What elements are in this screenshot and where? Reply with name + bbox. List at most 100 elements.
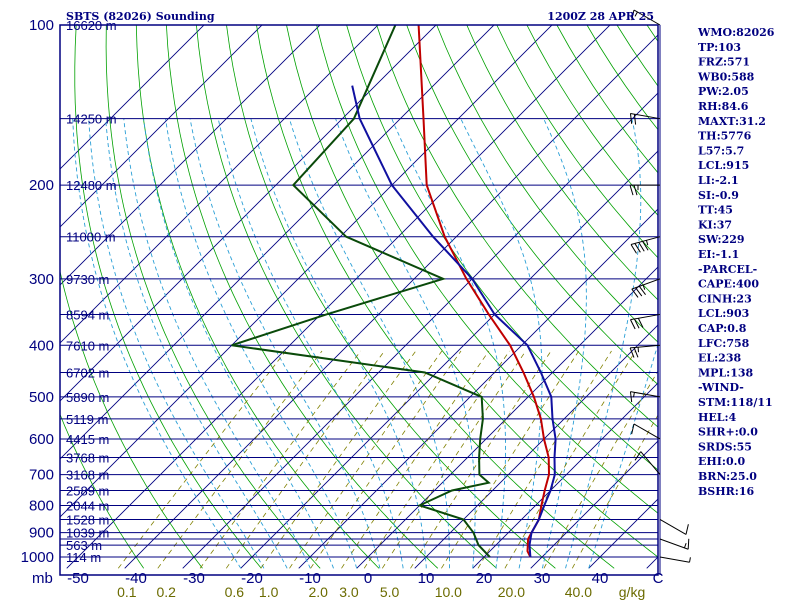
wind-barb-half-feather (633, 392, 635, 398)
index-line: L57:5.7 (698, 144, 744, 157)
wind-barb-feather (630, 244, 637, 254)
dry-adiabat-line (436, 25, 658, 343)
temperature-tick-label: -20 (241, 570, 263, 587)
wind-barb (659, 519, 689, 535)
index-line: SW:229 (698, 233, 745, 246)
mixing-ratio-line (381, 350, 527, 569)
index-line: RH:84.6 (698, 100, 749, 113)
mixing-ratio-tick-label: 0.2 (156, 584, 176, 600)
index-line: LFC:758 (698, 337, 750, 350)
moist-adiabat-line (250, 118, 427, 569)
dry-adiabat-line (496, 25, 658, 259)
dry-adiabat-line (406, 25, 658, 386)
isotherm-line (66, 25, 611, 569)
isotherm-line (298, 208, 658, 569)
mixing-ratio-line (441, 350, 580, 569)
pressure-unit-label: mb (32, 570, 53, 587)
wind-barb (630, 236, 661, 254)
temperature-tick-label: 30 (534, 570, 551, 587)
dry-adiabat-line (256, 25, 615, 569)
isotherm-line (60, 25, 321, 286)
pressure-tick-label: 600 (29, 431, 54, 448)
height-label: 12480 m (66, 178, 117, 193)
pressure-tick-label: 300 (29, 271, 54, 288)
dry-adiabat-line (556, 25, 658, 174)
mixing-ratio-line (117, 350, 287, 569)
index-line: EHI:0.0 (698, 455, 745, 468)
index-line: -WIND- (698, 381, 744, 394)
dry-adiabat-line (166, 25, 439, 569)
wind-barb-column (629, 9, 691, 575)
wind-barb-shaft (659, 556, 690, 563)
height-label: 1528 m (66, 512, 109, 527)
mixing-ratio-line (157, 350, 323, 569)
isotherm-line (530, 440, 658, 569)
height-label: 9730 m (66, 272, 109, 287)
wind-barb-feather (631, 423, 635, 435)
pressure-tick-label: 400 (29, 337, 54, 354)
wind-barb-shaft (630, 112, 661, 120)
pressure-tick-label: 800 (29, 497, 54, 514)
temperature-tick-label: -40 (125, 570, 147, 587)
isotherm-line (60, 25, 205, 170)
wind-barb-feather (631, 9, 635, 21)
moist-adiabat-line (189, 118, 381, 569)
wind-barb-half-feather (642, 284, 646, 290)
wind-barb-half-feather (683, 543, 687, 549)
moist-adiabat-line (217, 118, 404, 569)
mixing-ratio-tick-label: 1.0 (259, 584, 279, 600)
index-line: EI:-1.1 (698, 248, 739, 261)
wind-barb (630, 313, 661, 330)
wind-barb-half-feather (689, 557, 691, 563)
temperature-unit-label: C (653, 570, 664, 587)
wind-barb-feather (633, 185, 638, 196)
plot-frame (59, 24, 659, 576)
index-line: BRN:25.0 (698, 470, 757, 483)
dry-adiabat-line (60, 269, 203, 569)
height-label: 7610 m (66, 338, 109, 353)
mixing-ratio-line (341, 350, 490, 569)
dry-adiabat-lines (60, 25, 658, 569)
wind-barb-feather (633, 318, 640, 329)
index-line: LCL:915 (698, 159, 749, 172)
wind-barb-feather (635, 287, 643, 297)
wind-barb-feather (638, 242, 645, 252)
wind-barb-feather (629, 391, 633, 403)
mixing-ratio-tick-label: 3.0 (339, 584, 359, 600)
moist-adiabat-line (165, 118, 358, 569)
height-label: 11000 m (66, 230, 116, 245)
index-line: TH:5776 (698, 130, 752, 143)
wind-barb-feather (634, 451, 642, 461)
temperature-trace (417, 25, 551, 558)
dry-adiabat-line (376, 25, 658, 428)
temperature-tick-label: 20 (476, 570, 493, 587)
wind-barb (631, 423, 661, 440)
mixing-ratio-line (310, 350, 462, 569)
height-label: 16620 m (66, 18, 117, 33)
wind-barb-half-feather (634, 11, 638, 17)
moist-adiabat-line (105, 118, 288, 569)
dry-adiabat-line (105, 25, 321, 569)
index-line: CAPE:400 (698, 278, 759, 291)
index-line: KI:37 (698, 218, 732, 231)
wind-barb-feather (687, 538, 690, 550)
isotherm-line (60, 25, 263, 228)
index-line: HEL:4 (698, 411, 737, 424)
pressure-tick-label: 200 (29, 177, 54, 194)
index-line: SRDS:55 (698, 440, 752, 453)
wind-barb (631, 9, 661, 26)
height-label: 8594 m (66, 307, 109, 322)
wind-barb-shaft (631, 278, 661, 290)
index-line: WMO:82026 (697, 26, 775, 39)
wind-barb-feather (631, 288, 639, 298)
dry-adiabat-line (226, 25, 556, 569)
moist-adiabat-lines (72, 118, 658, 569)
mixing-ratio-line (199, 350, 362, 569)
mixing-ratio-line (477, 350, 612, 569)
mixing-ratio-tick-label: 20.0 (498, 584, 525, 600)
mixing-ratio-line (289, 350, 443, 569)
height-label: 4415 m (66, 432, 109, 447)
dewpoint-trace (231, 25, 491, 558)
wind-barb-shaft (630, 236, 661, 245)
